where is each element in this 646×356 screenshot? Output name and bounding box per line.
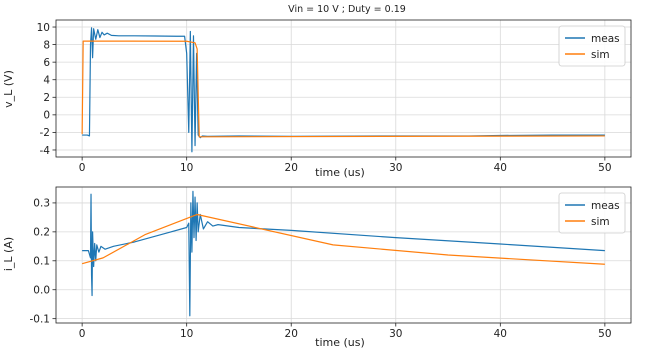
- voltage-y-tick-label-4: 4: [43, 75, 50, 87]
- current-x-tick-label-5: 50: [598, 328, 611, 340]
- current-x-axis-label: time (us): [315, 336, 365, 349]
- current-x-tick-label-1: 10: [180, 328, 193, 340]
- current-y-tick-label-4: 0.3: [33, 198, 50, 210]
- voltage-panel: v_L (V) time (us) 0 10 20 30 40 50 -4 -2 0 2 4 6 8 10…: [2, 19, 632, 179]
- voltage-y-tick-label-1: -2: [40, 127, 50, 139]
- voltage-x-axis-label: time (us): [315, 166, 365, 179]
- voltage-x-tick-label-4: 40: [494, 162, 507, 174]
- voltage-x-tick-label-2: 20: [285, 162, 298, 174]
- figure-title: Vin = 10 V ; Duty = 0.19: [288, 4, 406, 15]
- voltage-y-tick-label-5: 6: [43, 57, 50, 69]
- current-plot-frame: [55, 186, 632, 324]
- current-y-tick-label-1: 0.0: [33, 285, 50, 297]
- voltage-y-tick-label-3: 2: [43, 92, 50, 104]
- voltage-legend-label-meas: meas: [591, 33, 620, 45]
- voltage-legend: meas sim: [558, 25, 626, 67]
- voltage-series-meas: [82, 27, 605, 153]
- current-legend-box: [558, 192, 626, 234]
- voltage-x-tick-label-3: 30: [389, 162, 402, 174]
- current-y-tick-label-0: -0.1: [30, 313, 51, 325]
- voltage-y-tick-label-6: 8: [43, 39, 50, 51]
- current-x-tick-label-4: 40: [494, 328, 507, 340]
- voltage-x-tick-label-0: 0: [79, 162, 86, 174]
- current-grid: [56, 187, 631, 323]
- voltage-legend-box: [558, 25, 626, 67]
- current-legend-label-sim: sim: [591, 216, 610, 228]
- current-series-sim: [81, 213, 605, 265]
- current-series-meas: [82, 190, 605, 317]
- current-x-tick-label-0: 0: [79, 328, 86, 340]
- current-y-tick-label-3: 0.2: [33, 227, 50, 239]
- voltage-y-tick-label-7: 10: [37, 22, 50, 34]
- voltage-x-tick-label-1: 10: [180, 162, 193, 174]
- current-y-tick-label-2: 0.1: [33, 256, 50, 268]
- voltage-plot-frame: [55, 19, 632, 158]
- current-panel: i_L (A) time (us) 0 10 20 30 40 50 -0.1 0.0 0.1 0…: [2, 186, 632, 349]
- voltage-legend-label-sim: sim: [591, 49, 610, 61]
- current-legend: meas sim: [558, 192, 626, 234]
- current-x-tick-label-3: 30: [389, 328, 402, 340]
- voltage-y-axis-label: v_L (V): [2, 70, 15, 108]
- current-x-tick-label-2: 20: [285, 328, 298, 340]
- voltage-x-tick-label-5: 50: [598, 162, 611, 174]
- voltage-y-tick-label-2: 0: [43, 110, 50, 122]
- voltage-y-tick-label-0: -4: [40, 145, 51, 157]
- voltage-series-sim: [81, 40, 605, 138]
- current-legend-label-meas: meas: [591, 200, 620, 212]
- current-y-axis-label: i_L (A): [2, 237, 15, 271]
